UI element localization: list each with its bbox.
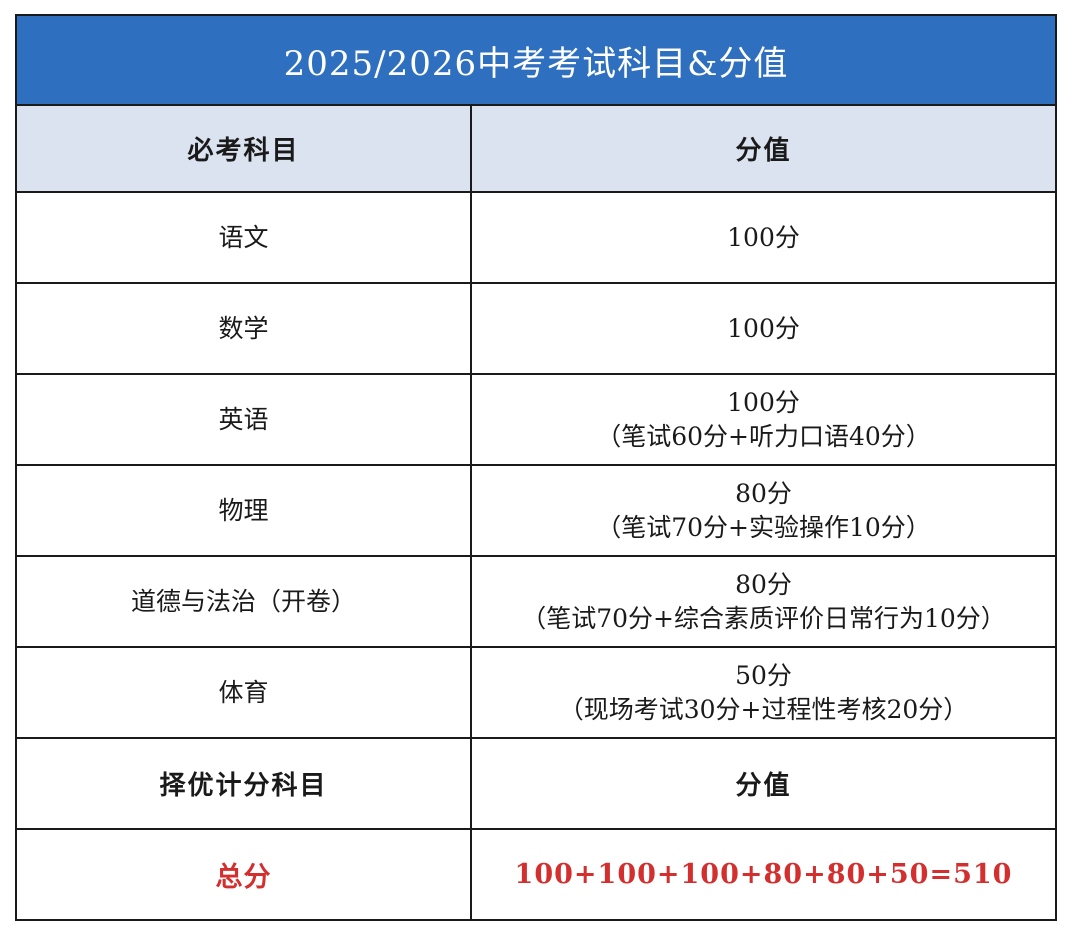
subject-cell: 数学	[15, 282, 472, 375]
score-detail: （笔试60分+听力口语40分）	[596, 421, 931, 451]
table-row-pe: 体育 50分 （现场考试30分+过程性考核20分）	[15, 646, 1057, 739]
table-row-english: 英语 100分 （笔试60分+听力口语40分）	[15, 373, 1057, 466]
table-row-ethics-law: 道德与法治（开卷） 80分 （笔试70分+综合素质评价日常行为10分）	[15, 555, 1057, 648]
subject-cell: 语文	[15, 191, 472, 284]
table-row-chinese: 语文 100分	[15, 191, 1057, 284]
subject-cell: 英语	[15, 373, 472, 466]
score-value: 100分	[727, 313, 800, 343]
table-row-physics: 物理 80分 （笔试70分+实验操作10分）	[15, 464, 1057, 557]
score-value: 80分	[735, 478, 792, 508]
subject-cell: 物理	[15, 464, 472, 557]
score-cell: 100分 （笔试60分+听力口语40分）	[470, 373, 1057, 466]
score-detail: （笔试70分+综合素质评价日常行为10分）	[521, 603, 1006, 633]
score-value: 100分	[727, 387, 800, 417]
header-row: 必考科目 分值	[15, 104, 1057, 193]
score-value: 50分	[735, 660, 792, 690]
table-title: 2025/2026中考考试科目&分值	[15, 14, 1057, 106]
score-cell: 100分	[470, 191, 1057, 284]
score-detail: （现场考试30分+过程性考核20分）	[558, 694, 969, 724]
subject-cell: 体育	[15, 646, 472, 739]
table-row-math: 数学 100分	[15, 282, 1057, 375]
score-table: 2025/2026中考考试科目&分值 必考科目 分值 语文 100分 数学 10…	[15, 14, 1057, 921]
score-cell: 80分 （笔试70分+综合素质评价日常行为10分）	[470, 555, 1057, 648]
score-cell: 50分 （现场考试30分+过程性考核20分）	[470, 646, 1057, 739]
score-value: 80分	[735, 569, 792, 599]
title-row: 2025/2026中考考试科目&分值	[15, 14, 1057, 106]
total-label: 总分	[15, 828, 472, 921]
subject-cell: 道德与法治（开卷）	[15, 555, 472, 648]
header-subject: 必考科目	[15, 104, 472, 193]
total-value: 100+100+100+80+80+50=510	[470, 828, 1057, 921]
elective-header-score: 分值	[470, 737, 1057, 830]
score-value: 100分	[727, 222, 800, 252]
elective-header-row: 择优计分科目 分值	[15, 737, 1057, 830]
elective-header-subject: 择优计分科目	[15, 737, 472, 830]
score-detail: （笔试70分+实验操作10分）	[596, 512, 931, 542]
score-cell: 100分	[470, 282, 1057, 375]
total-row: 总分 100+100+100+80+80+50=510	[15, 828, 1057, 921]
header-score: 分值	[470, 104, 1057, 193]
score-cell: 80分 （笔试70分+实验操作10分）	[470, 464, 1057, 557]
